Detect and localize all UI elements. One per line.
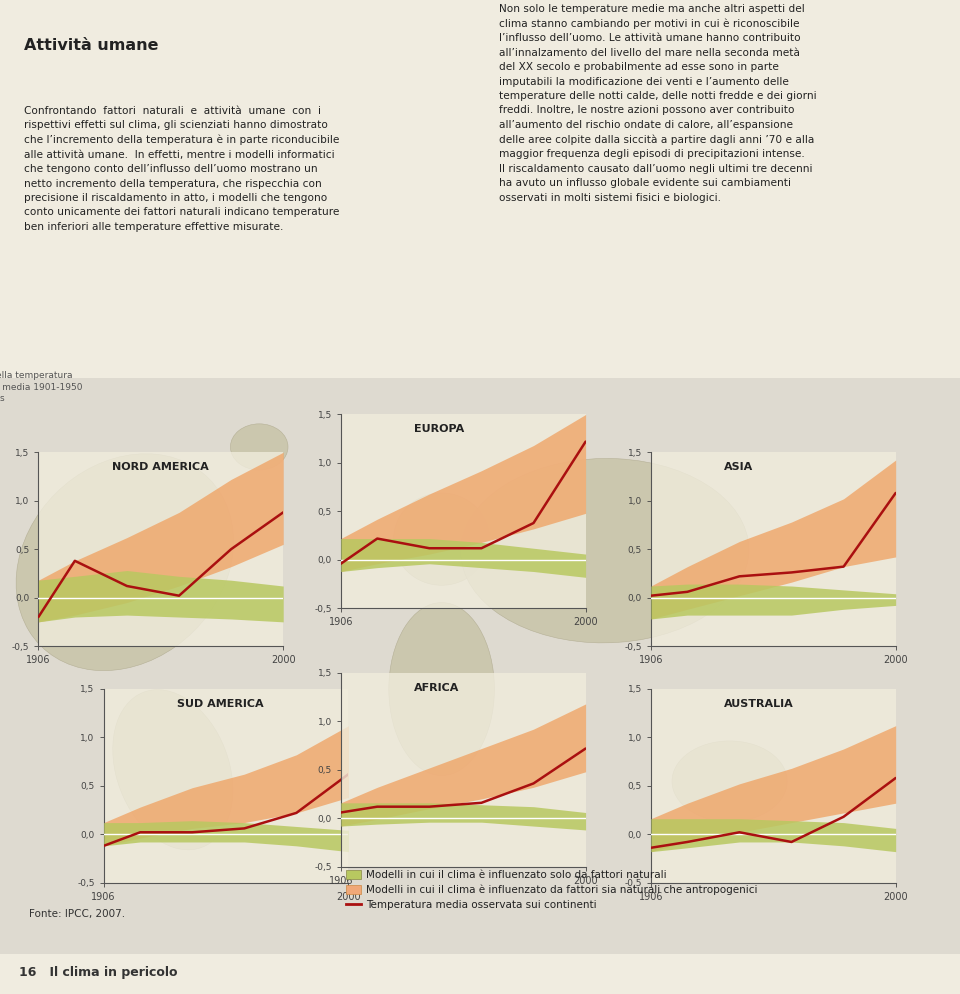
- Ellipse shape: [389, 602, 494, 775]
- Text: Variazione della temperatura tra il 1906 e il 2005, valori osservati e indicati : Variazione della temperatura tra il 1906…: [151, 392, 809, 406]
- Text: Anomalia della temperatura
rispetto alla media 1901-1950
Gradi Celsius: Anomalia della temperatura rispetto alla…: [0, 371, 83, 404]
- Text: Non solo le temperature medie ma anche altri aspetti del
clima stanno cambiando : Non solo le temperature medie ma anche a…: [499, 4, 817, 203]
- Text: EUROPA: EUROPA: [414, 424, 465, 434]
- Ellipse shape: [16, 454, 233, 671]
- Text: 16   Il clima in pericolo: 16 Il clima in pericolo: [19, 965, 178, 979]
- Ellipse shape: [461, 458, 749, 643]
- Text: AFRICA: AFRICA: [414, 683, 460, 693]
- Legend: Modelli in cui il clima è influenzato solo da fattori naturali, Modelli in cui i: Modelli in cui il clima è influenzato so…: [346, 870, 757, 910]
- Text: Confrontando  fattori  naturali  e  attività  umane  con  i
rispettivi effetti s: Confrontando fattori naturali e attività…: [24, 105, 340, 232]
- Ellipse shape: [672, 741, 787, 822]
- Text: NORD AMERICA: NORD AMERICA: [111, 462, 208, 472]
- Ellipse shape: [112, 690, 233, 850]
- Text: SUD AMERICA: SUD AMERICA: [177, 699, 264, 709]
- Text: Fonte: IPCC, 2007.: Fonte: IPCC, 2007.: [29, 910, 125, 919]
- Text: AUSTRALIA: AUSTRALIA: [725, 699, 794, 709]
- Text: ASIA: ASIA: [725, 462, 754, 472]
- Ellipse shape: [230, 423, 288, 470]
- Text: Attività umane: Attività umane: [24, 38, 158, 53]
- Ellipse shape: [394, 493, 490, 585]
